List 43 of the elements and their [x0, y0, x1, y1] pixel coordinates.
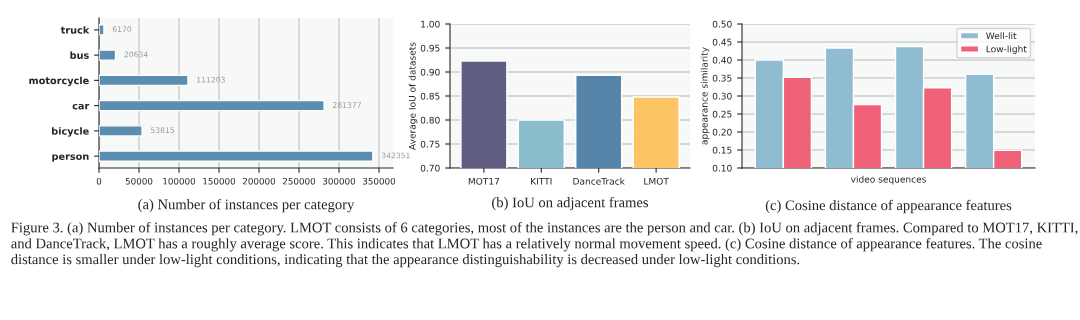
x-tick-label: 200000	[242, 177, 276, 185]
legend-label: Well-lit	[986, 32, 1017, 40]
x-tick-label: 250000	[282, 177, 316, 185]
y-axis-title: appearance similarity	[700, 47, 710, 145]
y-axis-title: Average IoU of datasets	[408, 42, 418, 150]
x-tick-label: MOT17	[468, 177, 500, 185]
y-tick-label: 0.15	[712, 146, 732, 154]
y-tick-label: car	[72, 103, 90, 110]
text: (b) IoU on adjacent frames	[492, 196, 649, 211]
x-tick-label: 50000	[125, 177, 153, 185]
x-tick-label: 100000	[163, 177, 196, 185]
y-tick-label: 0.45	[712, 38, 732, 46]
text: (a) Number of instances per category	[138, 198, 355, 213]
y-tick-label: 0.50	[712, 20, 732, 28]
x-tick-label: 150000	[203, 177, 236, 185]
x-tick-label: 0	[96, 177, 102, 185]
x-tick-label: DanceTrack	[573, 177, 625, 185]
x-tick-label: KITTI	[531, 178, 552, 185]
legend-label: Low-light	[986, 45, 1027, 55]
y-tick-label: 1.00	[421, 20, 440, 28]
y-tick-label: 0.20	[712, 128, 732, 136]
y-tick-label: 0.25	[712, 110, 732, 118]
x-tick-label: LMOT	[644, 177, 669, 185]
y-tick-label: motorcycle	[29, 76, 89, 87]
y-tick-label: bicycle	[52, 127, 89, 137]
y-tick-label: person	[52, 154, 89, 162]
x-tick-label: 300000	[322, 177, 356, 185]
y-tick-label: 0.85	[420, 92, 440, 100]
x-tick-label: 350000	[362, 177, 396, 185]
y-tick-label: 0.80	[420, 116, 440, 124]
caption: Figure 3. (a) Number of instances per category. LMOT consists of 6 categories, most of the instances are the person and car. (b) IoU on adjacent frames. Compared to MOT17, KITTI, and DanceTrack, LMOT has a roughly average score. This indicates that LMOT has a relatively normal movement speed. (c) Cosine distance of appearance features. The cosine distance is smaller under low-light conditions, indicating that the appearance distinguishability is decreased under low-light conditions.	[11, 222, 1078, 268]
y-tick-label: 0.40	[712, 56, 732, 64]
y-tick-label: 0.75	[420, 140, 440, 148]
y-tick-label: 0.90	[420, 68, 440, 76]
x-axis-title: video sequences	[850, 175, 926, 185]
y-tick-label: 0.95	[420, 44, 440, 52]
y-tick-label: bus	[70, 51, 89, 59]
text: (c) Cosine distance of appearance features	[765, 199, 1012, 214]
y-tick-label: 0.30	[712, 92, 732, 100]
y-tick-label: 0.35	[712, 74, 732, 82]
y-tick-label: 0.10	[712, 164, 732, 172]
y-tick-label: 0.70	[420, 164, 440, 172]
y-tick-label: truck	[60, 26, 90, 34]
